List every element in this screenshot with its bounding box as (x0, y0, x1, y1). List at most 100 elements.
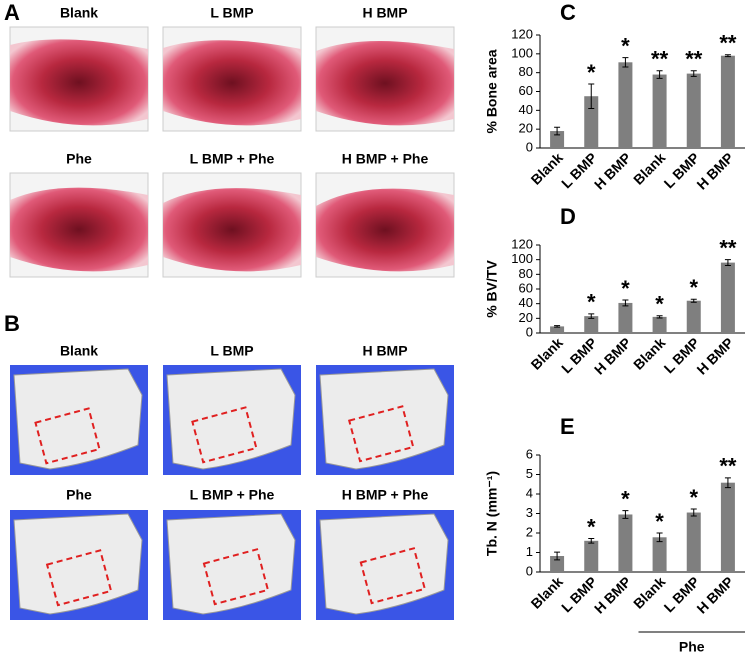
y-tick-label: 20 (519, 310, 533, 325)
bar (618, 302, 633, 333)
bone-render (166, 513, 296, 615)
y-tick-label: 80 (519, 64, 533, 79)
image-label: H BMP (362, 343, 407, 359)
bone-render (13, 368, 143, 470)
bar (720, 262, 735, 333)
error-bar (588, 313, 595, 319)
bar (618, 514, 633, 572)
panel-letter: D (560, 204, 576, 229)
error-bar (554, 126, 561, 136)
bar (720, 482, 735, 572)
y-tick-label: 2 (526, 524, 533, 539)
panel-letter: C (560, 0, 576, 25)
error-bar (656, 315, 663, 319)
bar (618, 62, 633, 148)
y-tick-label: 1 (526, 544, 533, 559)
x-tick-label: H BMP (591, 573, 634, 616)
y-tick-label: 60 (519, 280, 533, 295)
y-tick-label: 120 (511, 236, 533, 251)
x-tick-label: H BMP (693, 573, 736, 616)
tissue-photo (163, 40, 301, 126)
bar (686, 73, 701, 148)
y-tick-label: 0 (526, 324, 533, 339)
y-tick-label: 80 (519, 266, 533, 281)
image-label: L BMP (210, 5, 253, 21)
significance-mark: ** (651, 47, 669, 72)
image-label: Blank (60, 343, 98, 359)
image-label: H BMP + Phe (342, 487, 429, 503)
x-tick-label: H BMP (693, 334, 736, 377)
significance-mark: * (689, 485, 698, 510)
bar (652, 316, 667, 333)
y-tick-label: 0 (526, 139, 533, 154)
tissue-photo (10, 187, 148, 272)
bone-render (319, 368, 449, 470)
significance-mark: * (689, 275, 698, 300)
significance-mark: ** (685, 47, 703, 72)
tissue-photo (10, 39, 148, 126)
bar (652, 74, 667, 148)
bone-render (319, 513, 449, 615)
y-tick-label: 5 (526, 466, 533, 481)
error-bar (690, 508, 697, 517)
significance-mark: * (621, 486, 630, 511)
y-tick-label: 40 (519, 102, 533, 117)
y-tick-label: 3 (526, 505, 533, 520)
significance-mark: ** (719, 235, 737, 260)
group-label: Phe (679, 639, 705, 655)
bar (550, 326, 565, 333)
roi-box (359, 547, 427, 605)
significance-mark: * (587, 514, 596, 539)
bar (652, 537, 667, 572)
significance-mark: * (621, 33, 630, 58)
roi-box (45, 549, 113, 607)
y-tick-label: 120 (511, 26, 533, 41)
bar (584, 96, 599, 148)
y-tick-label: 100 (511, 251, 533, 266)
error-bar (724, 259, 731, 267)
y-tick-label: 20 (519, 121, 533, 136)
roi-box (347, 405, 415, 463)
x-tick-label: H BMP (591, 334, 634, 377)
significance-mark: ** (719, 31, 737, 56)
bar (584, 316, 599, 333)
error-bar (622, 57, 629, 68)
image-label: Phe (66, 151, 92, 167)
error-bar (690, 70, 697, 77)
roi-box (34, 407, 101, 465)
error-bar (588, 537, 595, 544)
error-bar (724, 54, 731, 58)
roi-box (202, 548, 270, 606)
y-tick-label: 60 (519, 83, 533, 98)
image-label: Phe (66, 487, 92, 503)
significance-mark: * (655, 509, 664, 534)
tissue-photo (163, 188, 301, 272)
error-bar (724, 477, 731, 489)
error-bar (622, 299, 629, 307)
error-bar (554, 551, 561, 561)
image-label: L BMP (210, 343, 253, 359)
error-bar (622, 510, 629, 519)
panel-letter: E (560, 414, 575, 439)
image-label: H BMP + Phe (342, 151, 429, 167)
significance-mark: * (587, 60, 596, 85)
image-label: Blank (60, 5, 98, 21)
error-bar (588, 83, 595, 109)
significance-mark: * (655, 292, 664, 317)
bar (720, 55, 735, 148)
y-axis-title: % BV/TV (484, 260, 500, 318)
panel-letter: B (4, 311, 20, 336)
significance-mark: ** (719, 454, 737, 479)
significance-mark: * (621, 276, 630, 301)
panel-letter: A (4, 0, 20, 25)
image-label: L BMP + Phe (190, 487, 275, 503)
bar (550, 556, 565, 572)
y-tick-label: 6 (526, 446, 533, 461)
error-bar (656, 70, 663, 79)
image-label: L BMP + Phe (190, 151, 275, 167)
y-tick-label: 0 (526, 563, 533, 578)
y-tick-label: 100 (511, 45, 533, 60)
error-bar (690, 298, 697, 303)
bar (584, 540, 599, 572)
